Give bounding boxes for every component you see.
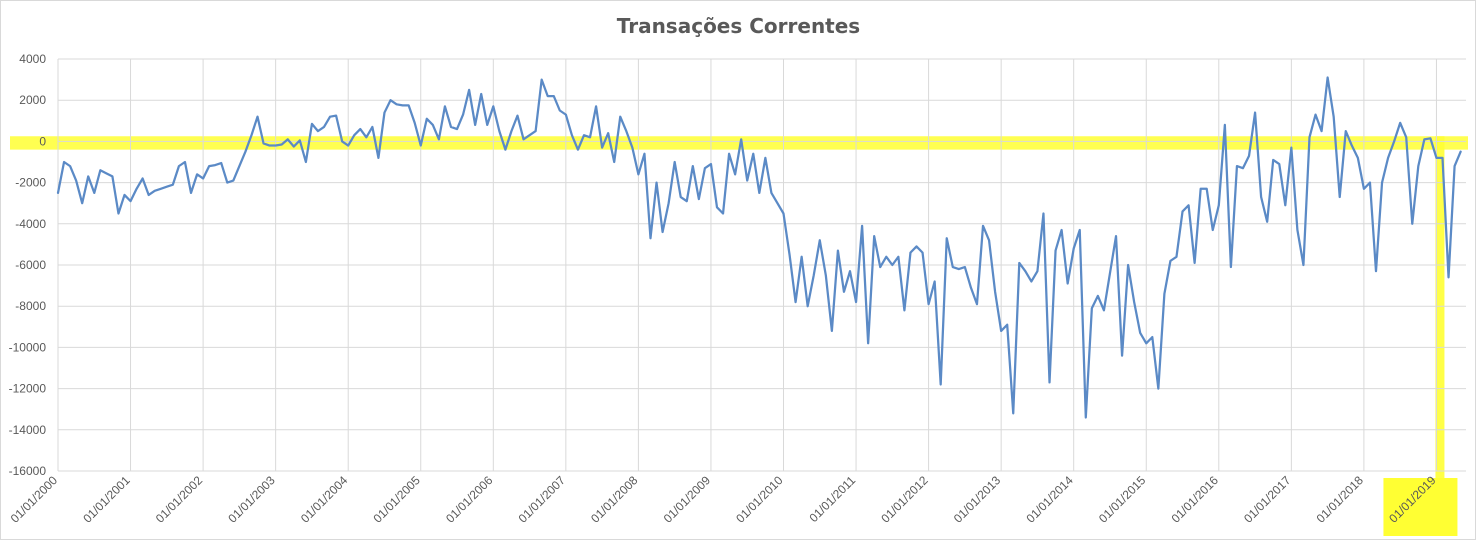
y-tick-label: -14000 — [9, 423, 47, 437]
highlight-bands — [10, 136, 1468, 536]
y-tick-label: -2000 — [15, 176, 46, 190]
x-tick-label: 01/01/2003 — [225, 473, 278, 526]
series — [56, 76, 1462, 419]
y-tick-label: 0 — [39, 134, 46, 148]
x-axis: 01/01/2000 01/01/2001 01/01/2002 01/01/2003… — [8, 473, 1439, 526]
y-tick-label: -16000 — [9, 464, 47, 478]
x-tick-label: 01/01/2010 — [733, 473, 786, 526]
x-tick-label: 01/01/2001 — [80, 473, 133, 526]
chart-title: Transações Correntes — [616, 14, 861, 38]
y-tick-label: -4000 — [15, 217, 46, 231]
x-tick-label: 01/01/2014 — [1023, 473, 1076, 526]
x-tick-label: 01/01/2006 — [443, 473, 496, 526]
x-tick-label: 01/01/2005 — [371, 473, 424, 526]
x-tick-label: 01/01/2000 — [8, 473, 61, 526]
x-tick-label: 01/01/2007 — [516, 473, 569, 526]
y-tick-label: -8000 — [15, 299, 46, 313]
y-tick-label: -12000 — [9, 382, 47, 396]
highlight-vertical-band — [1435, 136, 1445, 479]
x-tick-label: 01/01/2009 — [661, 473, 714, 526]
x-tick-label: 01/01/2013 — [951, 473, 1004, 526]
x-tick-label: 01/01/2011 — [806, 473, 858, 525]
x-tick-label: 01/01/2008 — [588, 473, 641, 526]
y-tick-label: 2000 — [19, 93, 46, 107]
x-tick-label: 01/01/2017 — [1241, 473, 1294, 526]
y-tick-label: -10000 — [9, 340, 47, 354]
x-tick-label: 01/01/2012 — [878, 473, 931, 526]
x-tick-label: 01/01/2002 — [153, 473, 206, 526]
y-tick-label: -6000 — [15, 258, 46, 272]
x-tick-label: 01/01/2018 — [1314, 473, 1367, 526]
series-line — [56, 76, 1462, 419]
y-axis: 4000 2000 0 -2000 -4000 -6000 -8000 -10000 -1200… — [9, 52, 47, 478]
x-tick-label: 01/01/2004 — [298, 473, 351, 526]
x-tick-label: 01/01/2015 — [1096, 473, 1149, 526]
x-tick-label: 01/01/2016 — [1169, 473, 1222, 526]
y-tick-label: 4000 — [19, 52, 46, 66]
highlight-tick-label-box — [1383, 478, 1458, 536]
gridlines — [57, 58, 1466, 472]
